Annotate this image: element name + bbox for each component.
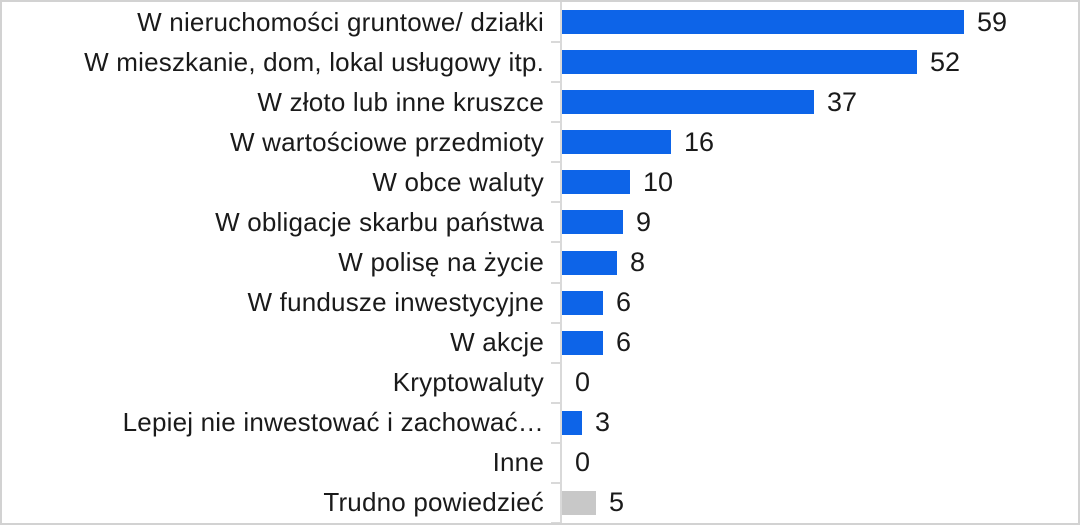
bar: [562, 410, 582, 435]
value-label: 0: [575, 447, 591, 478]
category-label: W akcje: [450, 327, 544, 358]
category-label: Inne: [492, 447, 544, 478]
bar-track: 8: [551, 242, 1078, 284]
category-label: W polisę na życie: [338, 247, 544, 277]
value-label: 52: [930, 46, 961, 77]
value-label: 59: [977, 6, 1008, 37]
bar: [562, 130, 671, 155]
bar: [562, 290, 603, 315]
value-label: 16: [684, 126, 715, 157]
value-label: 10: [643, 166, 674, 197]
bar-track: 6: [551, 322, 1078, 364]
bar-track: 16: [551, 122, 1078, 164]
chart-row: W polisę na życie 8: [2, 242, 1078, 284]
chart-row: Kryptowaluty 0: [2, 362, 1078, 404]
bar-track: 3: [551, 402, 1078, 444]
bar-track: 10: [551, 162, 1078, 204]
value-label: 6: [616, 327, 632, 358]
value-label: 0: [575, 367, 591, 398]
bar: [562, 330, 603, 355]
bar: [562, 250, 617, 275]
value-label: 5: [609, 487, 625, 518]
category-label: W mieszkanie, dom, lokal usługowy itp.: [84, 46, 544, 77]
bar-track: 5: [551, 482, 1078, 523]
value-label: 3: [595, 407, 611, 438]
chart-row: W złoto lub inne kruszce 37: [2, 82, 1078, 124]
bar-track: 0: [551, 442, 1078, 485]
value-label: 6: [616, 287, 632, 318]
bar-track: 9: [551, 202, 1078, 244]
bar-track: 59: [551, 2, 1078, 44]
value-label: 9: [636, 206, 652, 237]
category-label: W obce waluty: [372, 166, 544, 197]
bar: [562, 210, 623, 235]
category-label: W złoto lub inne kruszce: [257, 86, 544, 117]
bar: [562, 50, 917, 75]
bar-track: 37: [551, 82, 1078, 124]
bar: [562, 490, 596, 515]
chart-row: W fundusze inwestycyjne 6: [2, 282, 1078, 324]
bar: [562, 10, 964, 35]
category-label: W wartościowe przedmioty: [230, 126, 544, 157]
chart-row: Lepiej nie inwestować i zachować… 3: [2, 402, 1078, 444]
category-label: Kryptowaluty: [392, 367, 544, 398]
bar-track: 0: [551, 362, 1078, 404]
category-label: Lepiej nie inwestować i zachować…: [122, 407, 544, 438]
bar: [562, 90, 814, 115]
chart-row: W obligacje skarbu państwa 9: [2, 202, 1078, 244]
bar-track: 52: [551, 42, 1078, 84]
chart-row: W mieszkanie, dom, lokal usługowy itp. 52: [2, 42, 1078, 84]
chart-row: W obce waluty 10: [2, 162, 1078, 204]
chart-row: W nieruchomości gruntowe/ działki 59: [2, 2, 1078, 44]
chart-row: W akcje 6: [2, 322, 1078, 364]
bar-track: 6: [551, 282, 1078, 324]
chart-row: Trudno powiedzieć 5: [2, 482, 1078, 523]
chart-row: W wartościowe przedmioty 16: [2, 122, 1078, 164]
category-label: W fundusze inwestycyjne: [247, 287, 544, 318]
chart-row: Inne 0: [2, 442, 1078, 485]
bar: [562, 170, 630, 195]
category-label: W nieruchomości gruntowe/ działki: [137, 6, 544, 37]
value-label: 37: [827, 86, 858, 117]
value-label: 8: [630, 247, 646, 277]
category-label: W obligacje skarbu państwa: [215, 206, 544, 237]
category-label: Trudno powiedzieć: [323, 487, 544, 518]
